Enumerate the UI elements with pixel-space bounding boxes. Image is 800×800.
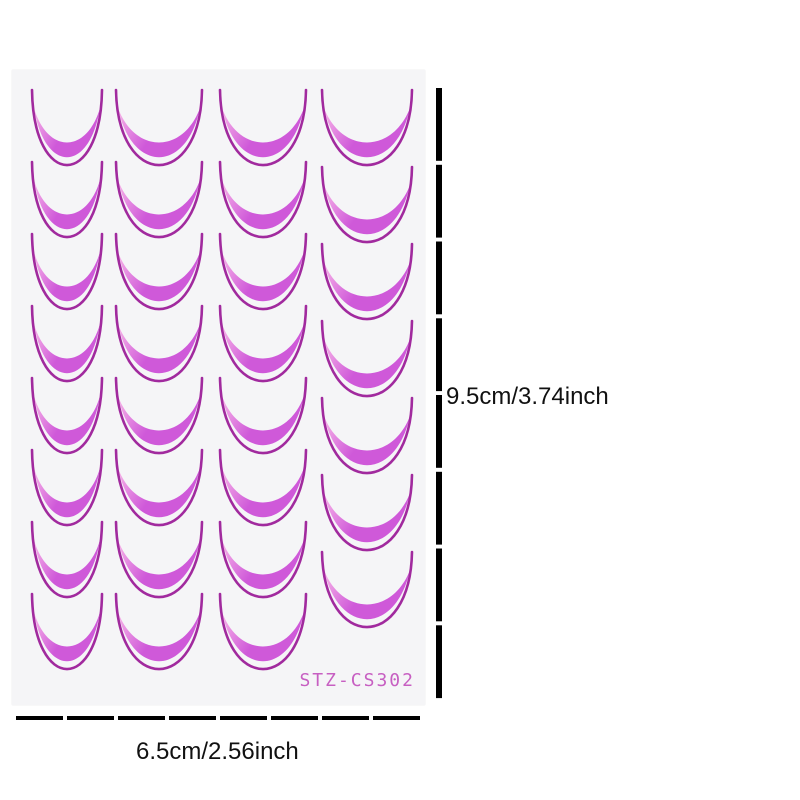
nail-tip-sticker — [320, 473, 414, 552]
nail-tip-sticker — [114, 88, 204, 167]
nail-tip-sticker — [114, 376, 204, 455]
ruler-segment — [322, 716, 369, 720]
ruler-segment — [436, 88, 442, 161]
ruler-segment — [271, 716, 318, 720]
nail-tip-sticker — [30, 448, 104, 527]
nail-tip-sticker — [320, 319, 414, 398]
nail-tip-sticker — [114, 520, 204, 599]
nail-tip-sticker — [30, 376, 104, 455]
height-label: 9.5cm/3.74inch — [446, 383, 609, 410]
ruler-segment — [436, 241, 442, 315]
nail-tip-sticker — [218, 376, 308, 455]
nail-tip-sticker — [218, 232, 308, 311]
ruler-segment — [436, 548, 442, 622]
nail-tip-sticker — [114, 304, 204, 383]
nail-tip-stickers — [30, 88, 414, 671]
nail-tip-sticker — [30, 304, 104, 383]
nail-tip-sticker — [114, 232, 204, 311]
nail-tip-sticker — [320, 242, 414, 321]
ruler-segment — [436, 164, 442, 238]
nail-tip-sticker — [218, 592, 308, 671]
ruler-segment — [118, 716, 165, 720]
nail-tip-sticker — [218, 160, 308, 239]
nail-tip-sticker — [320, 165, 414, 244]
ruler-segment — [436, 625, 442, 699]
nail-tip-sticker — [320, 396, 414, 475]
nail-tip-sticker — [218, 88, 308, 167]
ruler-segment — [67, 716, 114, 720]
nail-tip-sticker — [30, 88, 104, 167]
nail-tip-sticker — [30, 160, 104, 239]
ruler-segment — [436, 471, 442, 545]
nail-tip-sticker — [320, 88, 414, 167]
width-label: 6.5cm/2.56inch — [136, 738, 299, 765]
nail-tip-sticker — [30, 520, 104, 599]
sticker-sheet: STZ-CS302 — [12, 70, 425, 705]
nail-tip-sticker — [218, 520, 308, 599]
ruler-segment — [220, 716, 267, 720]
product-code: STZ-CS302 — [299, 670, 415, 691]
ruler-segment — [16, 716, 63, 720]
nail-tip-sticker — [30, 232, 104, 311]
width-ruler — [16, 716, 420, 720]
nail-tip-sticker — [218, 448, 308, 527]
nail-tip-sticker — [114, 160, 204, 239]
ruler-segment — [169, 716, 216, 720]
nail-tip-sticker — [114, 592, 204, 671]
nail-tip-sticker — [218, 304, 308, 383]
nail-tip-sticker — [320, 550, 414, 629]
ruler-segment — [436, 395, 442, 468]
height-ruler — [436, 88, 442, 699]
nail-tip-sticker — [114, 448, 204, 527]
ruler-segment — [436, 318, 442, 392]
nail-tip-sticker — [30, 592, 104, 671]
ruler-segment — [373, 716, 420, 720]
